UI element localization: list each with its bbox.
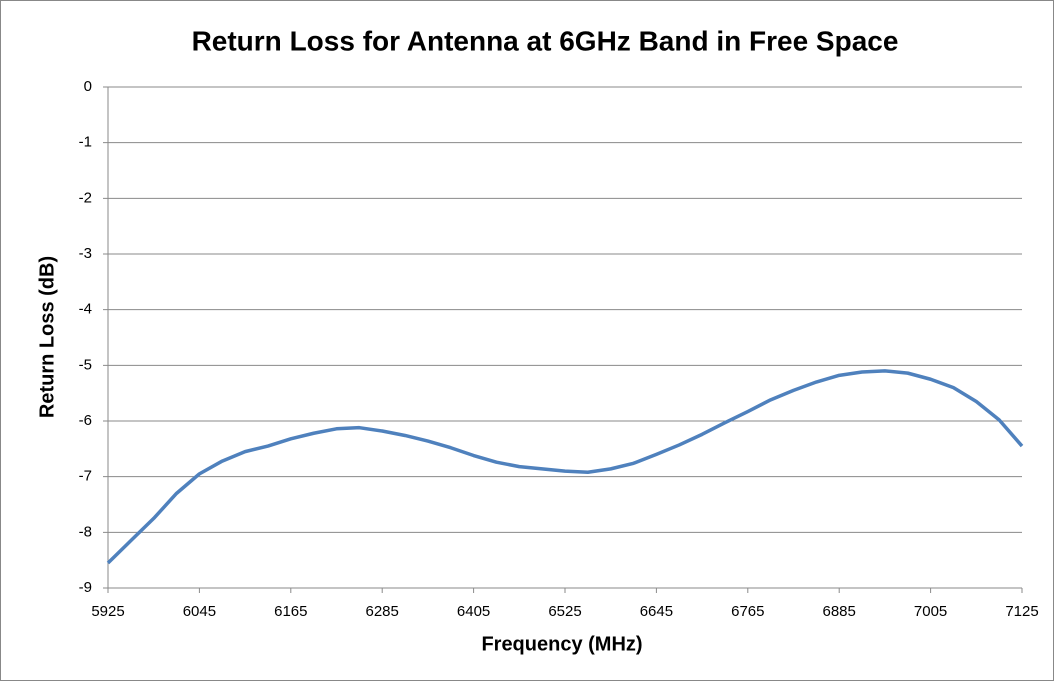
y-tick-label: -9 [79, 579, 92, 596]
y-axis-label: Return Loss (dB) [36, 256, 58, 418]
x-tick-label: 6045 [183, 603, 216, 620]
x-tick-label: 6525 [548, 603, 581, 620]
line-series [106, 369, 1024, 565]
x-axis-label: Frequency (MHz) [481, 633, 642, 655]
x-tick-label: 7005 [914, 603, 947, 620]
y-tick-label: -6 [79, 412, 92, 429]
y-tick-label: -1 [79, 134, 92, 151]
x-tick-label: 6285 [366, 603, 399, 620]
chart-title: Return Loss for Antenna at 6GHz Band in … [192, 25, 899, 56]
y-tick-label: -7 [79, 468, 92, 485]
y-tick-label: -2 [79, 189, 92, 206]
y-tick-label: -5 [79, 356, 92, 373]
y-tick-label: -4 [79, 301, 92, 318]
x-tick-label: 5925 [91, 603, 124, 620]
x-tick-label: 6765 [731, 603, 764, 620]
y-tick-label: -3 [79, 245, 92, 262]
x-tick-label: 6885 [823, 603, 856, 620]
x-tick-label: 6645 [640, 603, 673, 620]
x-tick-label: 6165 [274, 603, 307, 620]
y-tick-label: -8 [79, 523, 92, 540]
x-tick-label: 6405 [457, 603, 490, 620]
x-tick-label: 7125 [1005, 603, 1038, 620]
y-tick-label: 0 [84, 78, 92, 95]
